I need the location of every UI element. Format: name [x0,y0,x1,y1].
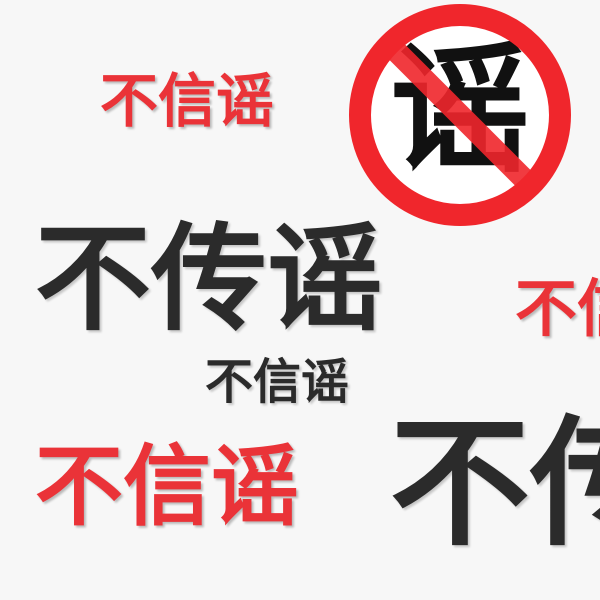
slogan: 不信谣 [205,354,350,410]
slogan: 不传谣 [35,212,383,347]
prohibition-badge: 谣 [349,4,571,226]
slogan: 不传谣 [390,403,600,566]
slogan: 不信谣 [515,272,600,345]
slogan: 不信谣 [100,67,275,135]
badge-ring [349,4,571,226]
badge-slash [382,37,538,193]
slogan: 不信谣 [35,435,300,538]
